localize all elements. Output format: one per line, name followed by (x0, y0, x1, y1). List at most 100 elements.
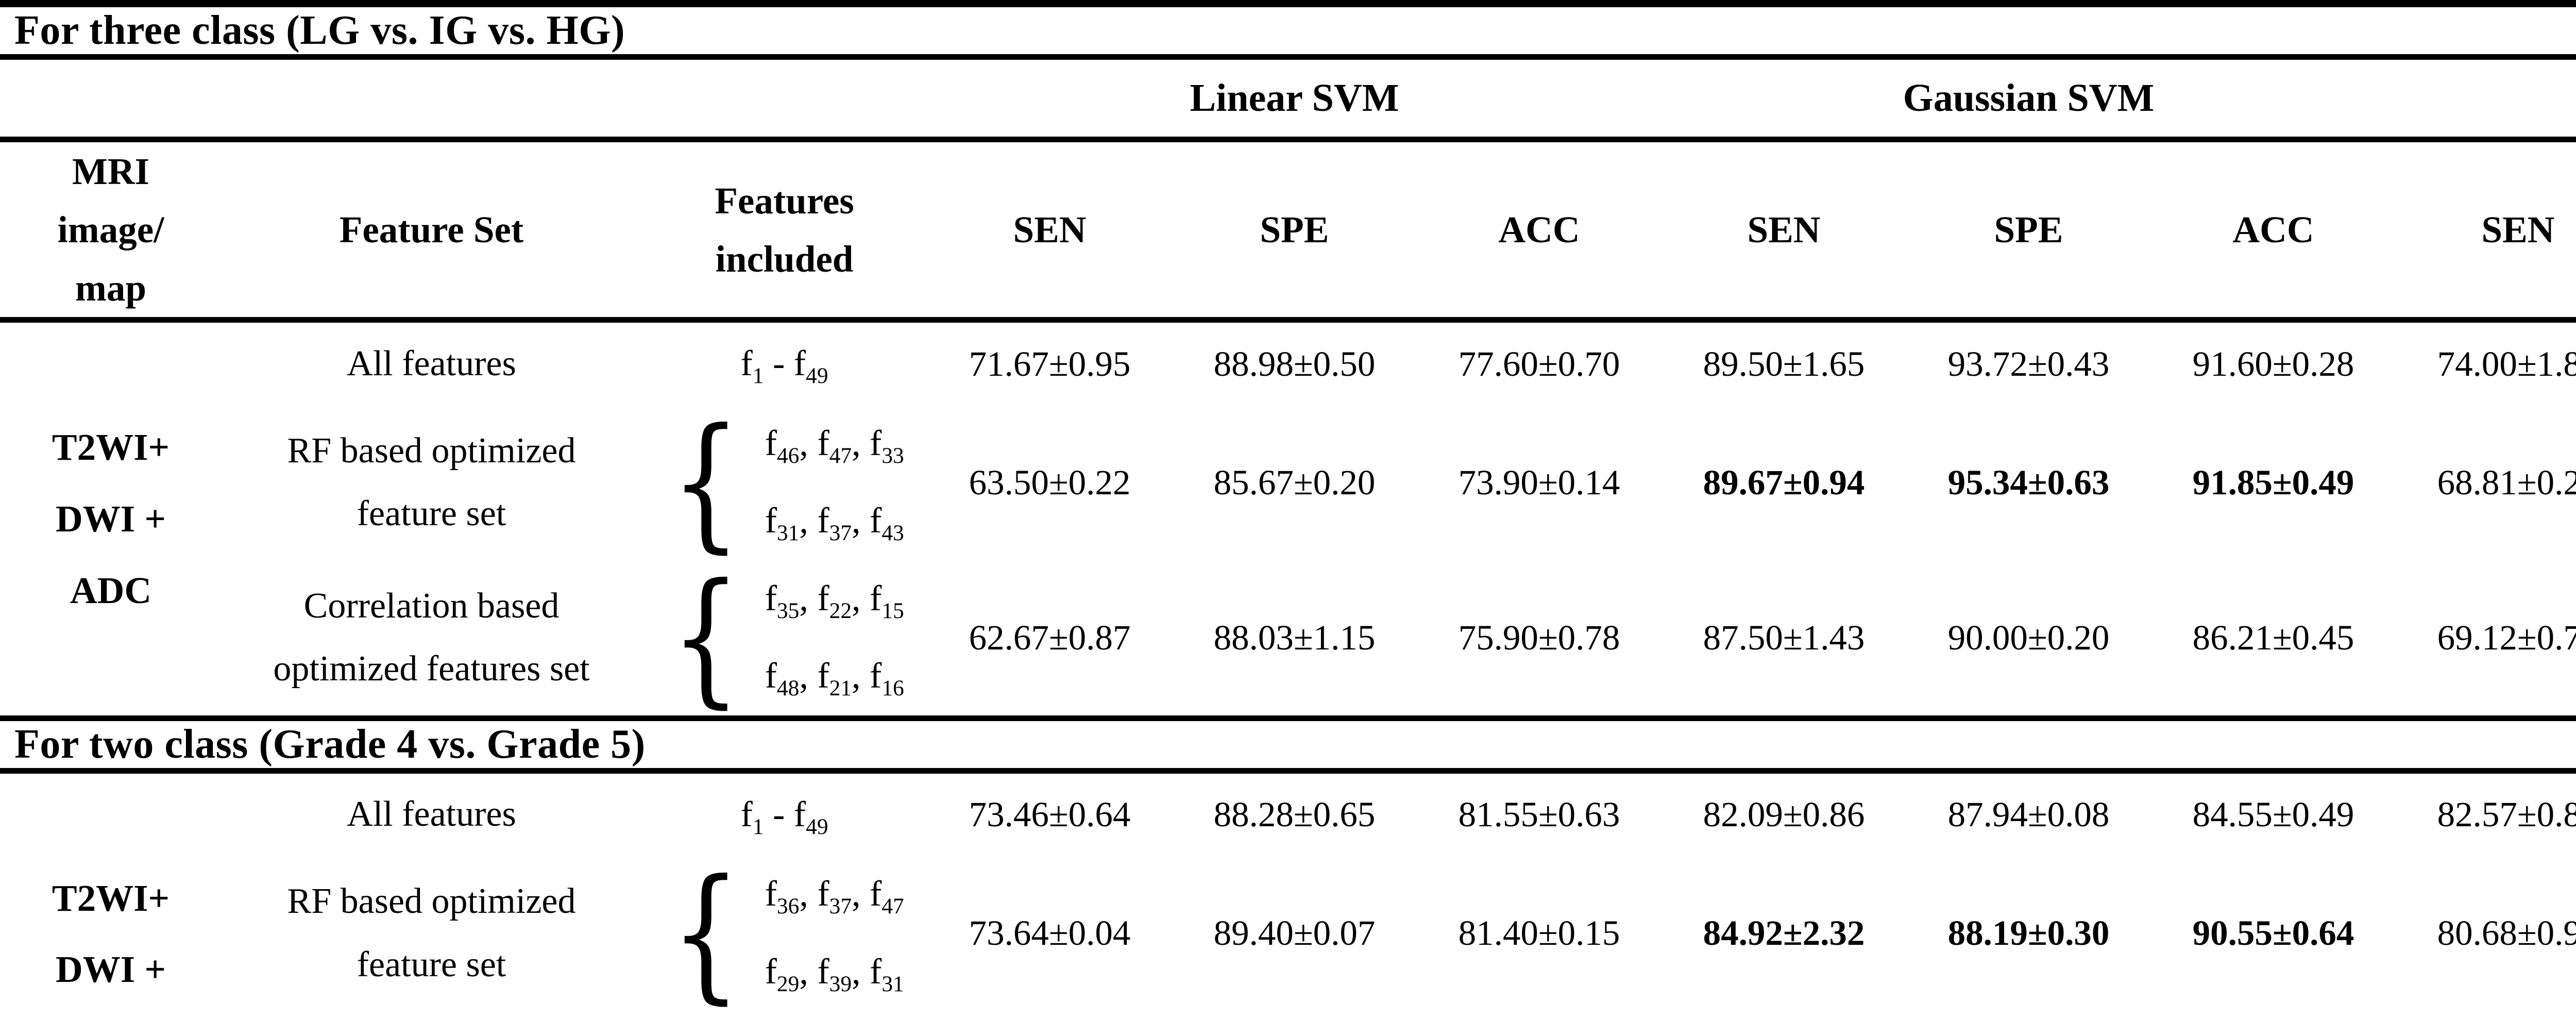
metric-value-cell: 74.00±1.89 (2437, 344, 2576, 383)
mri-modality-line: DWI + (56, 948, 166, 991)
metric-value-cell: 69.30±0.24 (927, 1011, 1172, 1018)
mri-modality-label: T2WI+ DWI + ADC (0, 320, 222, 721)
metric-value-cell: 73.64±0.04 (969, 913, 1131, 953)
group-header-linear-svm: Linear SVM (927, 57, 1662, 142)
feature-subset-line: f29, f39, f31 (765, 952, 904, 996)
column-header-features-included: Features included (641, 139, 927, 323)
metric-value-cell: 82.57±0.80 (2437, 795, 2576, 835)
group-header-knn: KNN (2396, 57, 2576, 142)
feature-range: f1 - f49 (740, 344, 828, 389)
metric-value-cell: 87.14±1.30 (1172, 1011, 1417, 1018)
feature-set-label: RF based optimized feature set (222, 856, 641, 1011)
metric-value-cell: 90.55±0.64 (2192, 913, 2354, 953)
feature-set-label: Correlation based optimized features set (222, 1011, 641, 1018)
feature-subset-line: f36, f37, f47 (765, 874, 904, 919)
feature-set-line: Correlation based (303, 586, 560, 626)
feature-subset-line: f46, f47, f33 (765, 423, 904, 468)
metric-value-cell: 86.21±0.45 (2151, 560, 2396, 721)
features-included-value: { f46, f47, f33 f31, f37, f43 (671, 397, 904, 567)
feature-set-line: feature set (357, 494, 506, 534)
metric-value-cell: 90.00±0.20 (1906, 560, 2151, 721)
metric-value-cell: 81.00±0.80 (2396, 1011, 2576, 1018)
feature-subset-line: f31, f37, f43 (765, 501, 904, 546)
mri-modality-label: T2WI+ DWI + ADC (0, 771, 222, 1018)
metric-value-cell: 78.29±0.65 (1662, 1011, 1906, 1018)
metric-value-cell: 91.85±0.49 (2192, 462, 2354, 502)
metric-value-cell: 81.40±0.15 (1458, 913, 1620, 953)
feature-subset-line: f48, f21, f16 (765, 656, 904, 701)
metric-header-spe-gaussian: SPE (1906, 139, 2151, 323)
features-included-value: f1 - f49 (641, 320, 927, 405)
metric-value-cell: 88.28±0.65 (1213, 795, 1376, 835)
metric-value-cell: 75.90±0.78 (1417, 560, 1662, 721)
feature-subset-line: f33, f29, f44 (765, 1011, 904, 1018)
feature-set-line: feature set (357, 944, 506, 984)
column-header-feature-set: Feature Set (222, 139, 641, 323)
metric-value-cell: 73.46±0.64 (969, 795, 1131, 835)
metric-header-sen-gaussian: SEN (1662, 139, 1906, 323)
feature-range: f1 - f49 (740, 794, 828, 839)
metric-value-cell: 93.72±0.43 (1947, 344, 2110, 383)
metric-value-cell: 69.12±0.76 (2396, 560, 2576, 721)
feature-set-line: RF based optimized (287, 881, 576, 922)
metric-value-cell: 89.50±1.65 (1703, 344, 1865, 383)
feature-subset-line: f35, f22, f15 (765, 578, 904, 623)
metric-value-cell: 88.98±0.50 (1213, 344, 1376, 383)
metric-value-cell: 91.60±0.28 (2192, 344, 2354, 383)
mri-header-line: MRI (72, 151, 150, 192)
metric-header-spe-linear: SPE (1172, 139, 1417, 323)
mri-modality-line: ADC (70, 569, 152, 611)
features-included-line: Features (715, 179, 854, 222)
metric-header-sen-knn: SEN (2396, 139, 2576, 323)
metric-value-cell: 84.92±2.32 (1703, 913, 1865, 953)
metric-header-sen-linear: SEN (927, 139, 1172, 323)
metric-value-cell: 84.55±0.49 (2192, 795, 2354, 835)
feature-set-label: All features (347, 343, 516, 383)
metric-value-cell: 85.67±0.20 (1213, 462, 1376, 502)
metric-header-acc-gaussian: ACC (2151, 139, 2396, 323)
metric-value-cell: 82.09±0.86 (1703, 795, 1865, 835)
metric-value-cell: 68.81±0.20 (2437, 462, 2576, 502)
features-included-value: { f36, f37, f47 f29, f39, f31 (671, 848, 904, 1018)
feature-set-label: All features (347, 794, 516, 835)
features-included-value: f1 - f49 (641, 771, 927, 856)
mri-modality-line: T2WI+ (52, 426, 170, 469)
features-included-value: { f35, f22, f15 f48, f21, f16 (641, 560, 927, 721)
metric-value-cell: 71.67±0.95 (969, 344, 1131, 383)
section-title-two-class: For two class (Grade 4 vs. Grade 5) (0, 718, 2576, 774)
metric-value-cell: 87.94±0.08 (1947, 795, 2110, 835)
feature-set-line: RF based optimized (287, 430, 576, 471)
metric-value-cell: 88.03±1.15 (1172, 560, 1417, 721)
metric-value-cell: 89.40±0.07 (1213, 913, 1376, 953)
feature-set-line: optimized features set (273, 649, 590, 689)
metric-value-cell: 88.54±0.58 (1906, 1011, 2151, 1018)
metric-value-cell: 63.50±0.22 (969, 462, 1131, 502)
metric-value-cell: 62.67±0.87 (927, 560, 1172, 721)
column-header-mri-image-map: MRI image/ map (0, 139, 222, 323)
metric-value-cell: 80.68±0.97 (2437, 913, 2576, 953)
mri-header-line: map (75, 267, 146, 309)
metric-value-cell: 73.90±0.14 (1458, 462, 1620, 502)
metric-value-cell: 95.34±0.63 (1947, 462, 2110, 502)
mri-modality-line: T2WI+ (52, 877, 170, 919)
features-included-value: { f33, f29, f44 f43, f31, f37 (641, 1011, 927, 1018)
mri-modality-line: DWI + (56, 497, 166, 540)
metric-value-cell: 87.50±1.43 (1662, 560, 1906, 721)
metric-value-cell: 81.55±0.63 (1458, 795, 1620, 835)
metric-value-cell: 89.67±0.94 (1703, 462, 1865, 502)
features-included-line: included (715, 238, 854, 280)
metric-value-cell: 88.19±0.30 (1947, 913, 2110, 953)
mri-header-line: image/ (57, 209, 164, 251)
group-header-spacer (0, 57, 927, 142)
metric-value-cell: 77.60±0.70 (1458, 344, 1620, 383)
metric-header-acc-linear: ACC (1417, 139, 1662, 323)
feature-set-label: Correlation based optimized features set (222, 560, 641, 721)
feature-set-label: RF based optimized feature set (222, 405, 641, 560)
metric-value-cell: 84.11±0.52 (2151, 1011, 2396, 1018)
metric-value-cell: 77.36±0.17 (1417, 1011, 1662, 1018)
mri-modality-line: ADC (0, 1006, 222, 1018)
group-header-gaussian-svm: Gaussian SVM (1662, 57, 2396, 142)
section-title-three-class: For three class (LG vs. IG vs. HG) (0, 4, 2576, 60)
